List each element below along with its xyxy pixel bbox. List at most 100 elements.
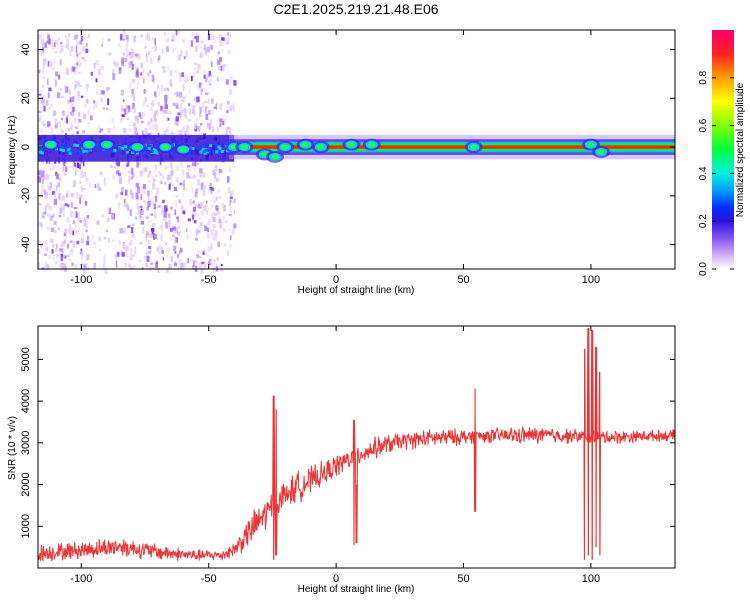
spectrogram-cell: [73, 162, 77, 167]
spectrogram-cell: [212, 268, 215, 274]
spectrogram-cell: [141, 221, 145, 225]
spectrogram-cell: [175, 177, 179, 182]
spectrogram-cell: [98, 125, 100, 132]
trace-blob: [85, 142, 93, 148]
spectrogram-cell: [227, 186, 231, 194]
spectrogram-cell: [66, 115, 69, 118]
spectrogram-cell: [131, 192, 134, 200]
spectrogram-cell: [61, 195, 65, 201]
spectrogram-cell: [195, 260, 198, 264]
spectrogram-cell: [38, 249, 41, 254]
spectrogram-cell: [64, 166, 68, 172]
spectrogram-cell: [69, 231, 73, 236]
spectrogram-cell: [205, 200, 208, 204]
spectrogram-cell: [171, 168, 174, 175]
spectrogram-cell: [168, 184, 171, 190]
spectrogram-cell: [222, 118, 226, 126]
spectrogram-cell: [170, 162, 173, 165]
spectrogram-cell: [151, 118, 153, 121]
spectrogram-cell: [179, 111, 183, 118]
spectrogram-cell: [123, 57, 127, 62]
noise-center-cell: [152, 148, 156, 152]
spectrogram-cell: [93, 62, 96, 69]
spectrogram-cell: [56, 253, 59, 259]
spectrogram-cell: [179, 109, 184, 113]
spectrogram-cell: [175, 91, 179, 97]
x-tick-label: -100: [70, 573, 92, 585]
spectrogram-cell: [163, 215, 166, 222]
spectrogram-cell: [129, 257, 133, 261]
spectrogram-cell: [217, 65, 221, 71]
spectrogram-cell: [72, 230, 75, 236]
spectrogram-cell: [184, 108, 187, 115]
spectrogram-cell: [198, 217, 202, 220]
spectrogram-cell: [76, 162, 80, 168]
snr-frame: [37, 325, 676, 569]
spectrogram-cell: [150, 102, 154, 108]
spectrogram-cell: [100, 65, 104, 71]
spectrogram-cell: [155, 262, 158, 268]
spectrogram-cell: [100, 128, 103, 131]
spectrogram-cell: [44, 191, 48, 199]
spectrogram-cell: [180, 206, 184, 210]
noise-center-cell: [196, 146, 200, 150]
spectrogram-cell: [198, 262, 203, 269]
x-tick-label: 100: [582, 573, 600, 585]
spectrogram-cell: [126, 117, 130, 121]
spectrogram-cell: [223, 205, 226, 212]
y-tick-label: 0: [20, 144, 32, 150]
spectrogram-cell: [178, 30, 180, 34]
trace-blob: [47, 142, 55, 148]
spectrogram-cell: [39, 222, 43, 227]
spectrogram-cell: [167, 93, 169, 100]
spectrogram-cell: [182, 193, 184, 198]
spectrogram-cell: [139, 242, 143, 245]
spectrogram-cell: [195, 254, 199, 258]
spectrogram-cell: [181, 109, 186, 113]
spectrogram-cell: [54, 51, 58, 53]
spectrogram-cell: [174, 227, 178, 234]
spectrogram-cell: [193, 206, 197, 212]
spectrogram-cell: [184, 79, 188, 83]
spectrogram-cell: [123, 226, 126, 232]
spectrogram-cell: [173, 92, 177, 95]
spectrogram-cell: [201, 172, 205, 178]
spectrogram-cell: [170, 131, 174, 135]
spectrogram-cell: [48, 160, 51, 165]
spectrogram-cell: [58, 37, 61, 40]
spectrogram-cell: [195, 35, 199, 43]
spectrogram-cell: [192, 200, 195, 204]
spectrogram-cell: [115, 260, 118, 268]
trace-blob: [281, 144, 289, 150]
spectrogram-cell: [157, 268, 160, 273]
spectrogram-cell: [100, 97, 103, 103]
spectrogram-cell: [139, 205, 143, 208]
spectrogram-cell: [150, 249, 152, 256]
spectrogram-cell: [215, 103, 218, 110]
spectrogram-cell: [42, 69, 45, 74]
spectrogram-cell: [166, 118, 169, 122]
spectrogram-cell: [153, 207, 156, 214]
spectrogram-cell: [192, 162, 196, 167]
spectrogram-cell: [151, 176, 154, 179]
spectrogram-cell: [156, 260, 158, 265]
noise-center-cell: [103, 151, 107, 155]
spectrogram-cell: [47, 61, 50, 67]
spectrogram-cell: [95, 90, 100, 95]
noise-center-cell: [39, 150, 43, 154]
spectrogram-cell: [194, 36, 198, 39]
spectrogram-cell: [164, 100, 168, 107]
spectrogram-cell: [191, 209, 196, 216]
spectrogram-cell: [192, 264, 194, 270]
spectrogram-cell: [131, 63, 134, 70]
spectrogram-cell: [112, 126, 116, 129]
spectrogram-cell: [182, 210, 186, 215]
spectrogram-cell: [225, 129, 228, 136]
spectrogram-cell: [48, 38, 51, 45]
spectrogram-cell: [229, 105, 233, 111]
spectrogram-cell: [64, 255, 67, 259]
spectrogram-cell: [170, 83, 173, 88]
spectrogram-cell: [58, 176, 61, 181]
spectrogram-cell: [131, 93, 135, 98]
spectrogram-cell: [126, 203, 129, 208]
